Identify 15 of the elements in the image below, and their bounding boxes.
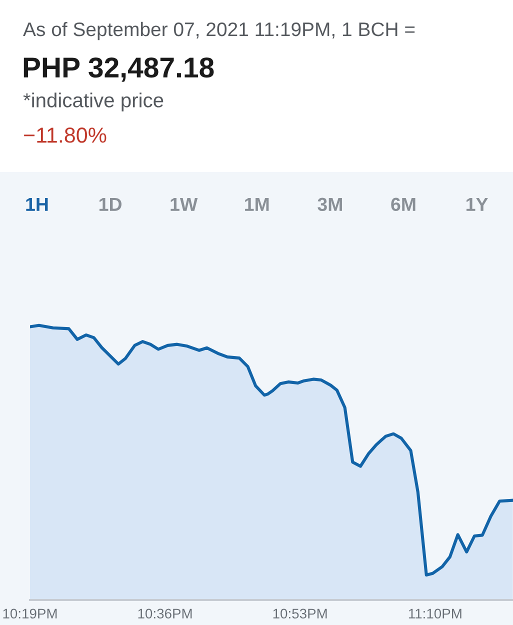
text: 6M	[391, 198, 416, 212]
text: 1H	[26, 198, 48, 211]
text: 3M	[318, 198, 342, 212]
text: 1M	[245, 198, 269, 211]
text: 1W	[170, 198, 198, 211]
chart-title: As of September 07, 2021 11:19PM, 1 BCH =	[23, 22, 415, 40]
text: *indicative price	[23, 92, 164, 112]
text: 1D	[99, 198, 122, 211]
text: 1Y	[466, 198, 488, 211]
x-tick-label: 10:53PM	[273, 608, 327, 619]
x-tick-label: 10:19PM	[3, 608, 57, 619]
x-tick-label: 11:10PM	[408, 608, 462, 619]
x-tick-label: 10:36PM	[138, 608, 192, 619]
text: −11.80%	[24, 128, 106, 143]
chart-subtitle: PHP 32,487.18	[24, 57, 214, 82]
